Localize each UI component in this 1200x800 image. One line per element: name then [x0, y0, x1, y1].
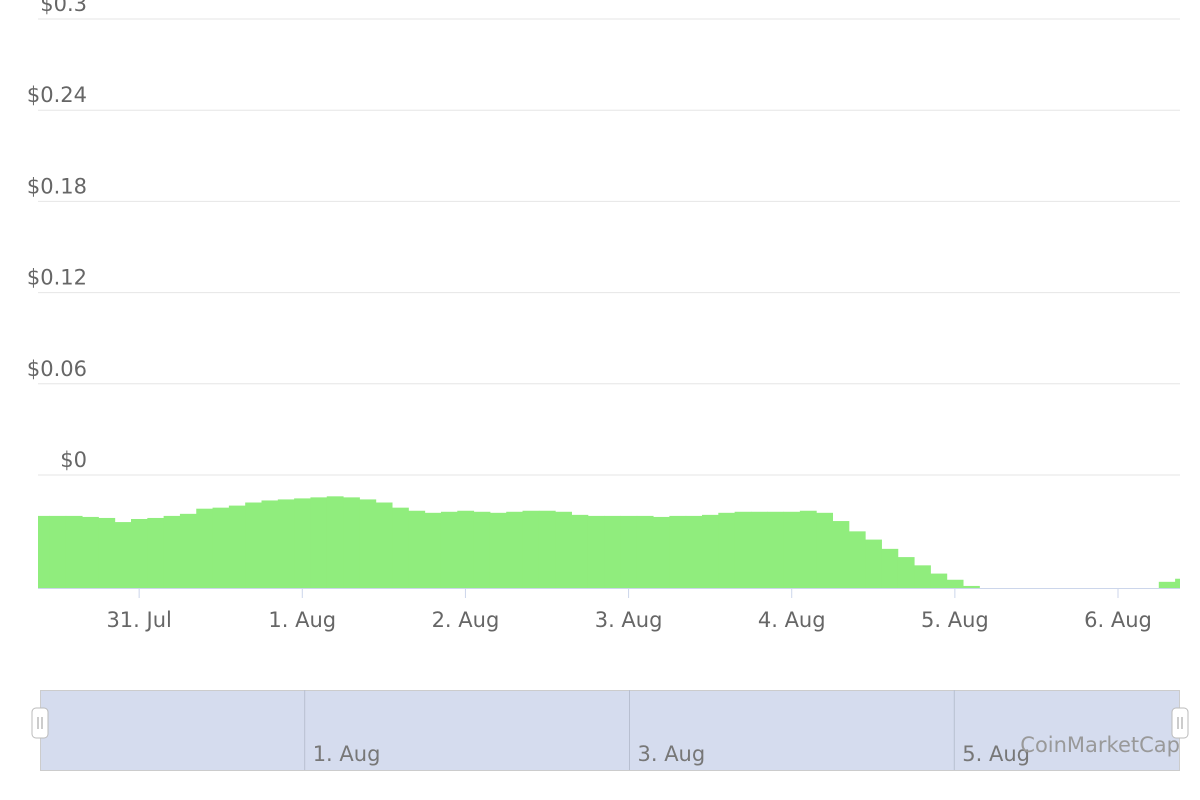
volume-bar	[82, 516, 99, 588]
volume-bar	[522, 510, 540, 588]
volume-bar	[816, 512, 834, 588]
x-tick-label: 3. Aug	[595, 608, 663, 632]
x-tick-label: 2. Aug	[432, 608, 500, 632]
volume-bar	[669, 515, 687, 588]
volume-bar	[799, 510, 817, 588]
y-tick-label: $0	[60, 448, 87, 472]
volume-bar	[897, 557, 915, 588]
volume-bar	[212, 507, 230, 588]
volume-bar	[261, 500, 279, 588]
volume-bar	[196, 508, 214, 588]
volume-bar	[783, 511, 801, 588]
volume-bar	[310, 497, 328, 588]
volume-bar	[392, 507, 409, 588]
volume-bar	[946, 579, 964, 588]
navigator: 1. Aug 3. Aug 5. Aug	[304, 690, 1030, 770]
volume-bar	[326, 496, 344, 588]
volume-bar	[930, 573, 948, 588]
volume-bar	[489, 512, 507, 588]
volume-bar	[914, 565, 931, 588]
volume-bar	[163, 515, 181, 588]
x-tick-label: 6. Aug	[1084, 608, 1152, 632]
volume-bar	[685, 515, 703, 588]
volume-bar	[114, 522, 132, 588]
y-tick-label: $0.24	[27, 83, 87, 107]
volume-bar	[555, 511, 572, 588]
volume-bar	[832, 521, 850, 588]
grid: $0 $0.06 $0.12 $0.18 $0.24 $0.3	[27, 0, 1180, 476]
volume-bar	[881, 548, 899, 588]
volume-bar	[571, 514, 589, 588]
volume-bar	[375, 502, 393, 588]
volume-bar	[538, 510, 556, 588]
y-tick-label: $0.12	[27, 266, 87, 290]
volume-bar	[734, 511, 752, 588]
x-tick-label: 1. Aug	[268, 608, 336, 632]
volume-bar	[604, 515, 621, 588]
volume-bar	[767, 511, 785, 588]
volume-bar	[440, 511, 458, 588]
volume-bar	[228, 505, 246, 588]
volume-bar	[130, 518, 148, 588]
volume-bar	[38, 515, 50, 588]
y-tick-label: $0.3	[40, 0, 87, 16]
volume-bar	[701, 514, 719, 588]
volume-bar	[49, 515, 67, 588]
volume-bar	[506, 511, 524, 588]
volume-bar	[865, 539, 882, 588]
volume-bar	[636, 515, 654, 588]
volume-bar	[750, 511, 768, 588]
volume-bar	[277, 499, 295, 588]
volume-bar	[294, 498, 311, 588]
volume-bar	[963, 585, 980, 588]
volume-bar	[473, 511, 491, 588]
volume-bar	[587, 515, 605, 588]
navigator-tick-label: 3. Aug	[637, 742, 705, 766]
volume-bar	[343, 497, 360, 588]
y-tick-label: $0.18	[27, 174, 87, 198]
volume-bar	[408, 510, 426, 588]
navigator-handle-right[interactable]	[1171, 707, 1189, 739]
volume-bar	[147, 517, 165, 588]
volume-bar	[1158, 581, 1176, 588]
navigator-tick-label: 1. Aug	[313, 742, 381, 766]
volume-bar	[65, 515, 83, 588]
volume-bar	[179, 513, 197, 588]
volume-bar	[245, 502, 263, 588]
x-axis: 31. Jul 1. Aug 2. Aug 3. Aug 4. Aug 5. Aug 6. …	[106, 588, 1152, 632]
volume-bars	[38, 496, 1180, 588]
volume-bar	[457, 510, 475, 588]
navigator-handle-left[interactable]	[31, 707, 49, 739]
navigator-tick-label: 5. Aug	[962, 742, 1030, 766]
x-tick-label: 5. Aug	[921, 608, 989, 632]
volume-bar	[620, 515, 638, 588]
volume-bar	[653, 516, 670, 588]
volume-bar	[718, 512, 736, 588]
y-tick-label: $0.06	[27, 357, 87, 381]
volume-bar	[848, 531, 866, 588]
volume-bar	[424, 512, 442, 588]
volume-bar	[359, 499, 377, 588]
x-tick-label: 4. Aug	[758, 608, 826, 632]
volume-bar	[1175, 578, 1180, 588]
watermark: CoinMarketCap	[1020, 733, 1180, 757]
volume-bar	[98, 517, 116, 588]
x-tick-label: 31. Jul	[106, 608, 171, 632]
